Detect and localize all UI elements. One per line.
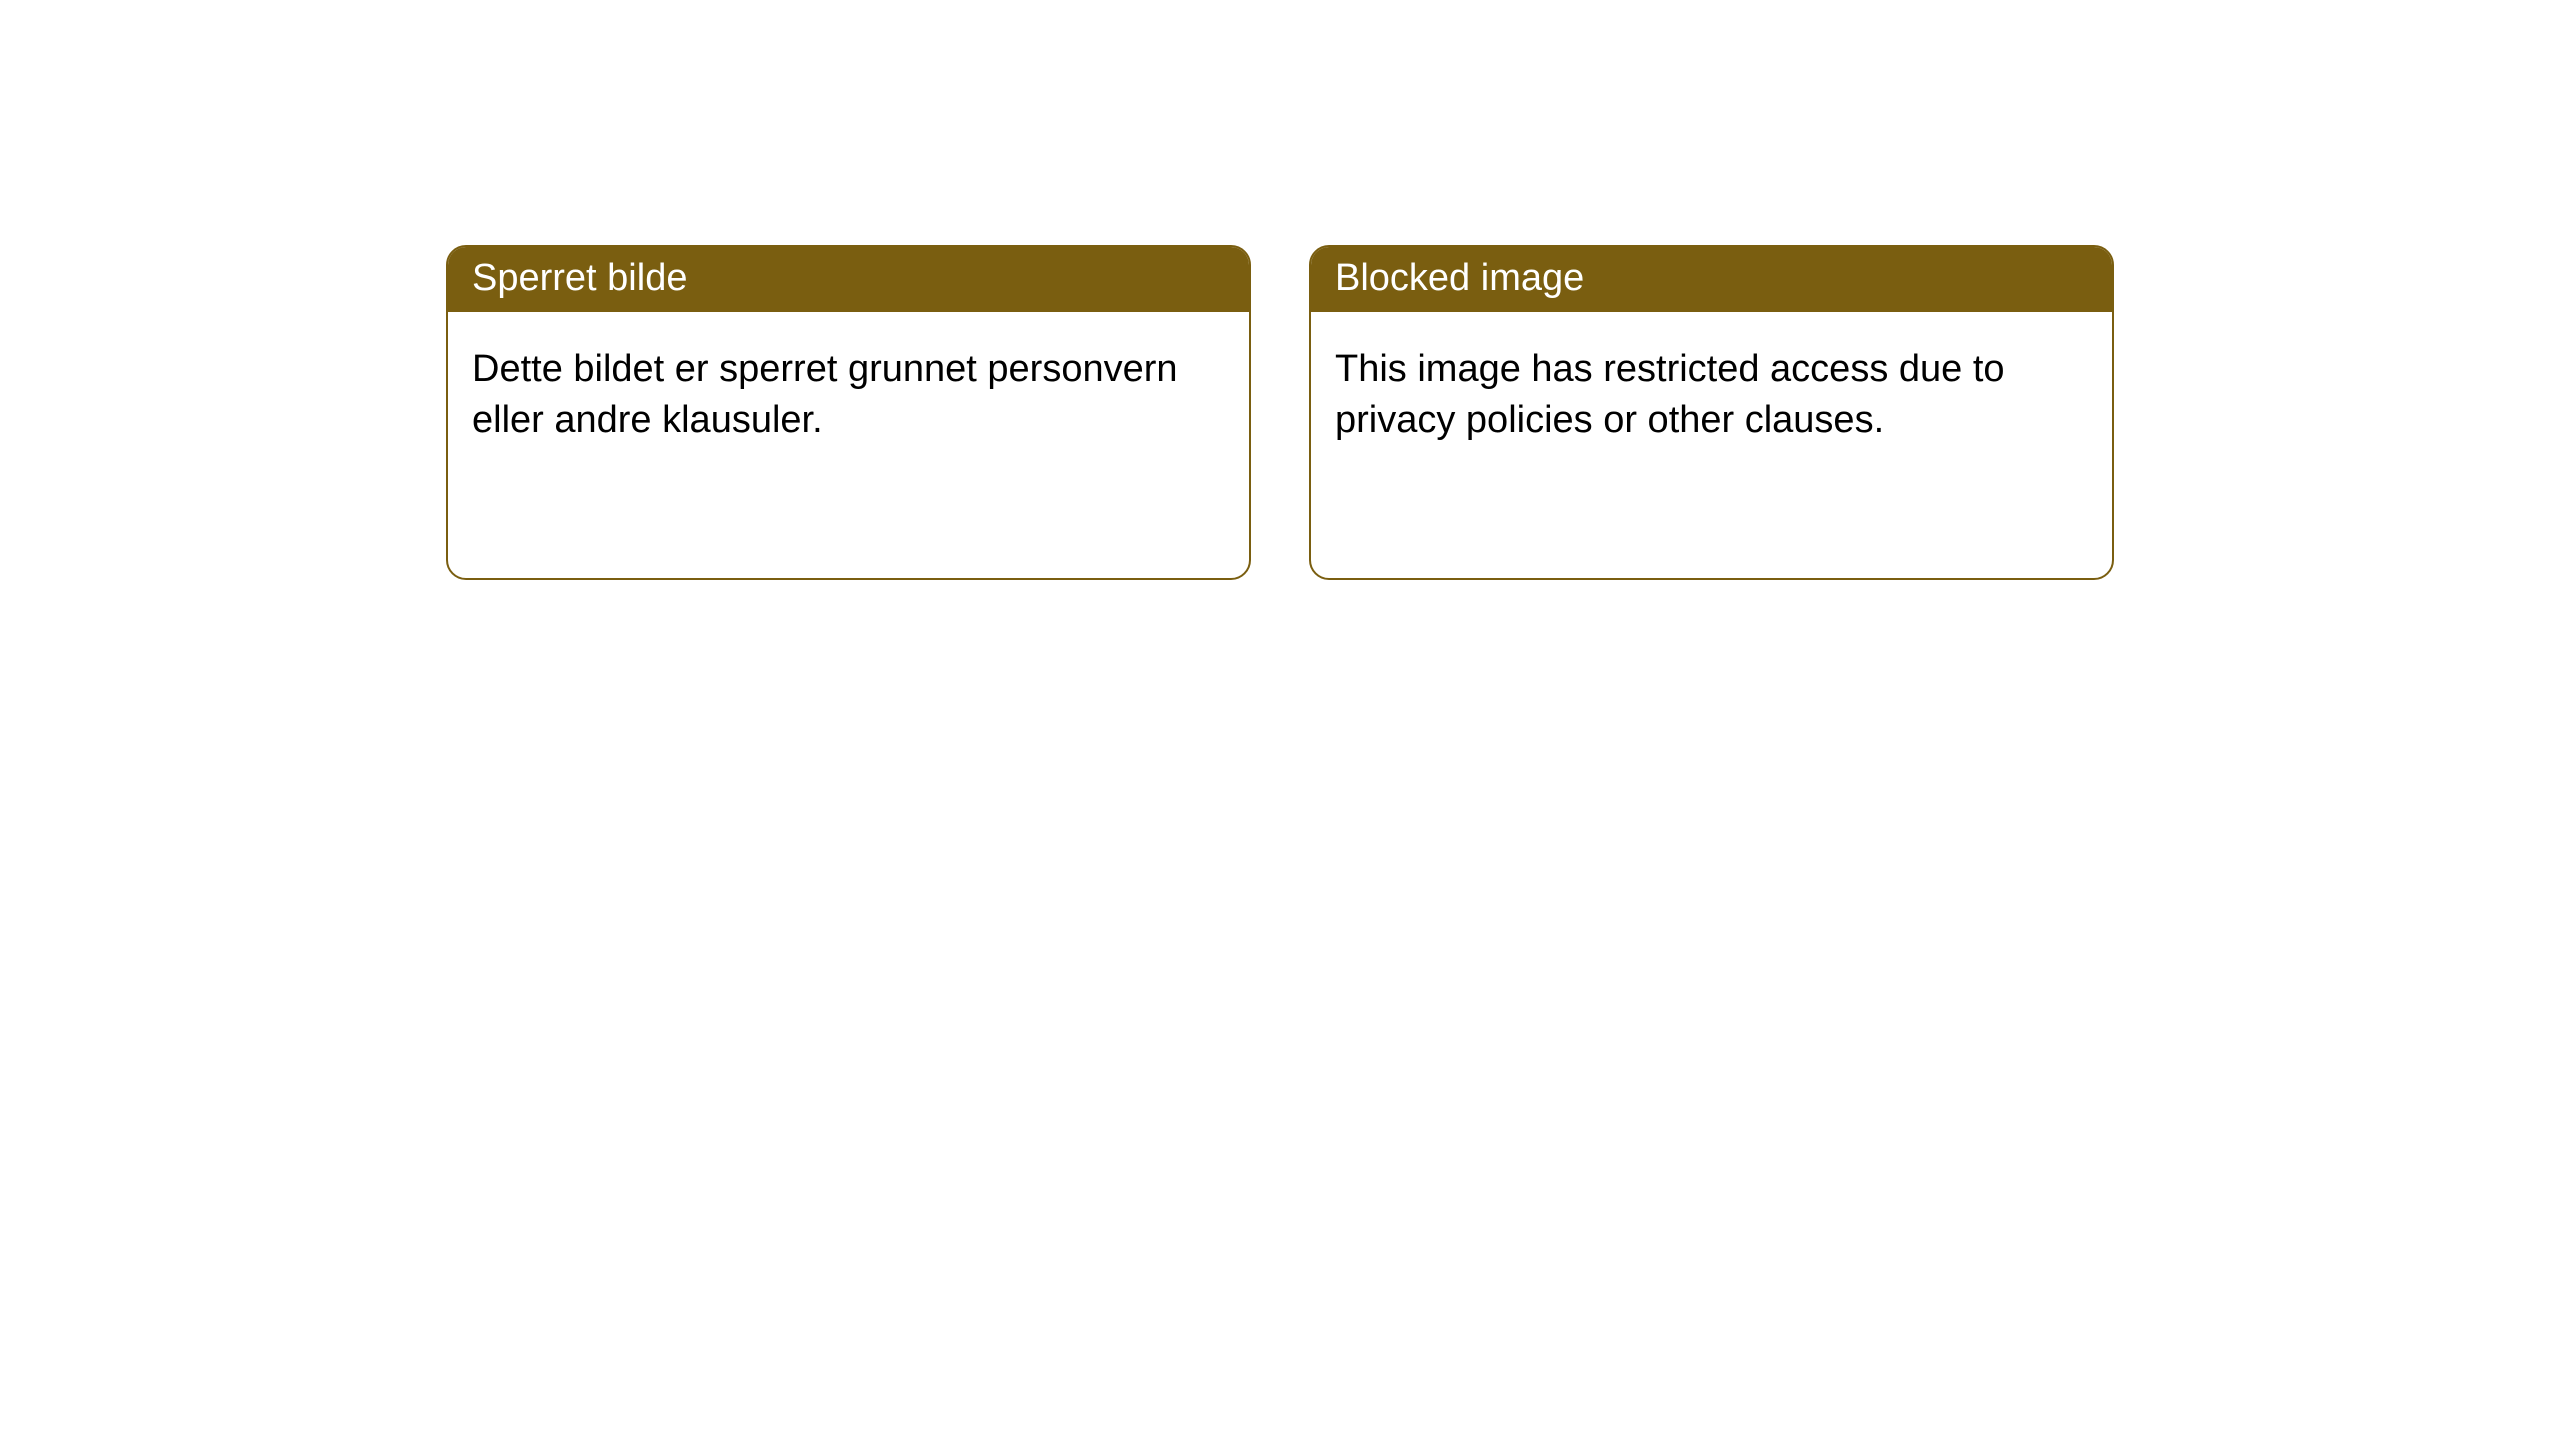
notice-header-no: Sperret bilde <box>448 247 1249 312</box>
notice-body-no: Dette bildet er sperret grunnet personve… <box>448 312 1249 457</box>
notice-container: Sperret bilde Dette bildet er sperret gr… <box>0 0 2560 580</box>
notice-body-en: This image has restricted access due to … <box>1311 312 2112 457</box>
notice-card-no: Sperret bilde Dette bildet er sperret gr… <box>446 245 1251 580</box>
notice-card-en: Blocked image This image has restricted … <box>1309 245 2114 580</box>
notice-header-en: Blocked image <box>1311 247 2112 312</box>
